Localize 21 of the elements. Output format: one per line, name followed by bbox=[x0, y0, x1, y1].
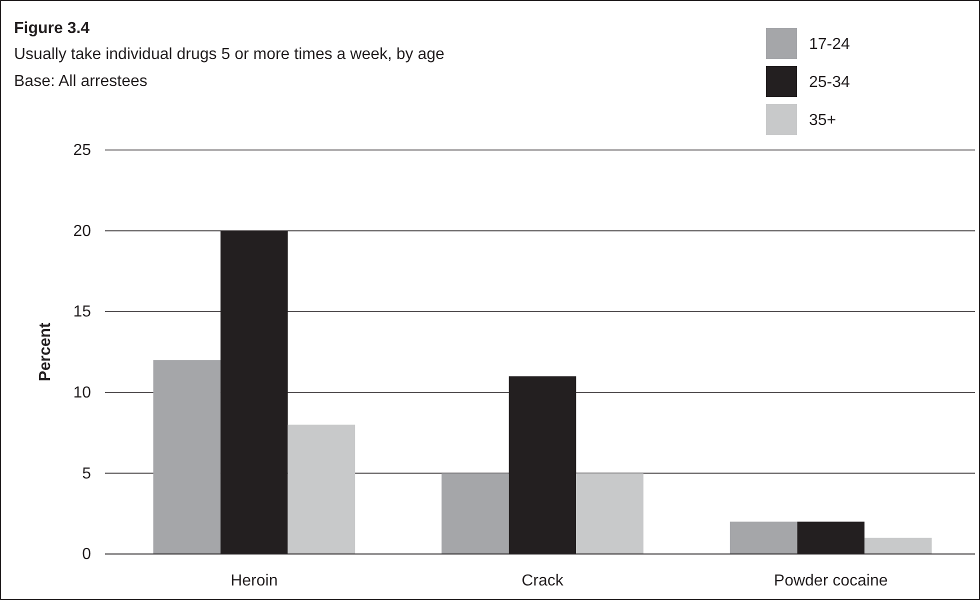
x-tick-label: Crack bbox=[522, 572, 564, 590]
legend-label: 17-24 bbox=[809, 36, 850, 53]
legend-label: 35+ bbox=[809, 112, 836, 129]
bar bbox=[730, 522, 798, 554]
y-tick-label: 5 bbox=[82, 465, 92, 482]
bar bbox=[576, 473, 644, 554]
legend-label: 25-34 bbox=[809, 74, 850, 91]
x-tick-label: Heroin bbox=[230, 572, 278, 590]
y-tick-label: 0 bbox=[82, 546, 92, 564]
x-tick-label: Powder cocaine bbox=[774, 572, 888, 590]
bar bbox=[153, 360, 221, 554]
chart-title: Figure 3.4 bbox=[14, 20, 90, 37]
y-tick-label: 10 bbox=[73, 384, 92, 402]
y-tick-label: 25 bbox=[73, 142, 92, 160]
bar bbox=[442, 473, 509, 554]
y-axis-title: Percent bbox=[37, 322, 54, 382]
bar bbox=[864, 538, 932, 554]
y-tick-label: 15 bbox=[73, 304, 92, 321]
chart-subtitle: Usually take individual drugs 5 or more times a week, by age Base: All arrestees bbox=[14, 46, 445, 90]
y-tick-label: 20 bbox=[73, 222, 92, 240]
bar bbox=[288, 424, 356, 554]
